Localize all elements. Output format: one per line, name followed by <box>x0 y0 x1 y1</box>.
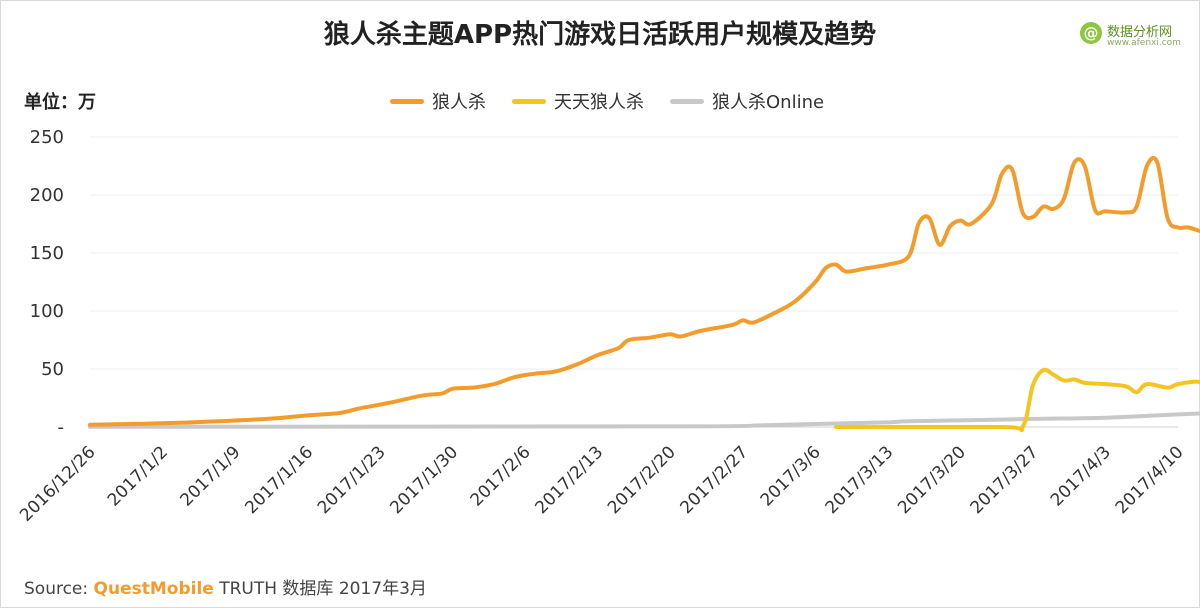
legend-label-tiantian: 天天狼人杀 <box>554 92 644 113</box>
legend-label-online: 狼人杀Online <box>712 92 825 113</box>
x-tick-label-6: 2017/2/6 <box>467 442 535 510</box>
series-line-0 <box>88 155 1200 427</box>
y-tick-label-0: - <box>58 417 65 438</box>
source-rest: TRUTH 数据库 2017年3月 <box>219 579 427 599</box>
x-tick-label-13: 2017/3/27 <box>967 442 1043 518</box>
legend-swatch-tiantian <box>512 98 546 104</box>
source-prefix: Source: <box>24 579 89 599</box>
x-tick-label-14: 2017/4/3 <box>1047 442 1115 510</box>
x-tick-label-12: 2017/3/20 <box>894 442 970 518</box>
chart-title: 狼人杀主题APP热门游戏日活跃用户规模及趋势 <box>323 20 877 50</box>
x-tick-label-3: 2017/1/16 <box>241 442 317 518</box>
chart-legend: 狼人杀 天天狼人杀 狼人杀Online <box>390 88 850 114</box>
series-line-2 <box>88 411 1200 429</box>
x-tick-label-9: 2017/2/27 <box>677 442 753 518</box>
x-tick-label-10: 2017/3/6 <box>757 442 825 510</box>
legend-label-langrensha: 狼人杀 <box>432 92 486 113</box>
y-tick-label-200: 200 <box>30 185 64 206</box>
logo-at-icon: @ <box>1080 22 1102 44</box>
legend-swatch-langrensha <box>390 98 424 104</box>
unit-label: 单位：万 <box>24 92 96 113</box>
site-logo[interactable]: @ 数据分析网 www.afenxi.com <box>1080 20 1190 54</box>
legend-item-langrensha: 狼人杀 <box>390 88 486 114</box>
x-tick-label-0: 2016/12/26 <box>16 442 99 525</box>
series-line-1 <box>834 367 1200 433</box>
x-tick-label-15: 2017/4/10 <box>1112 442 1188 518</box>
legend-item-tiantian: 天天狼人杀 <box>512 88 644 114</box>
x-tick-label-4: 2017/1/23 <box>314 442 390 518</box>
y-tick-label-150: 150 <box>30 243 64 264</box>
x-tick-label-1: 2017/1/2 <box>104 442 172 510</box>
y-tick-label-250: 250 <box>30 127 64 148</box>
y-tick-label-50: 50 <box>41 359 64 380</box>
logo-url: www.afenxi.com <box>1107 38 1181 48</box>
legend-swatch-online <box>670 98 704 104</box>
logo-name: 数据分析网 <box>1107 25 1173 40</box>
x-tick-label-11: 2017/3/13 <box>822 442 898 518</box>
legend-item-online: 狼人杀Online <box>670 88 824 114</box>
x-tick-label-7: 2017/2/13 <box>531 442 607 518</box>
x-tick-label-2: 2017/1/9 <box>176 442 244 510</box>
x-tick-label-8: 2017/2/20 <box>604 442 680 518</box>
source-note: Source: QuestMobile TRUTH 数据库 2017年3月 <box>24 574 427 599</box>
x-tick-label-5: 2017/1/30 <box>386 442 462 518</box>
source-brand: QuestMobile <box>93 579 214 599</box>
y-tick-label-100: 100 <box>30 301 64 322</box>
